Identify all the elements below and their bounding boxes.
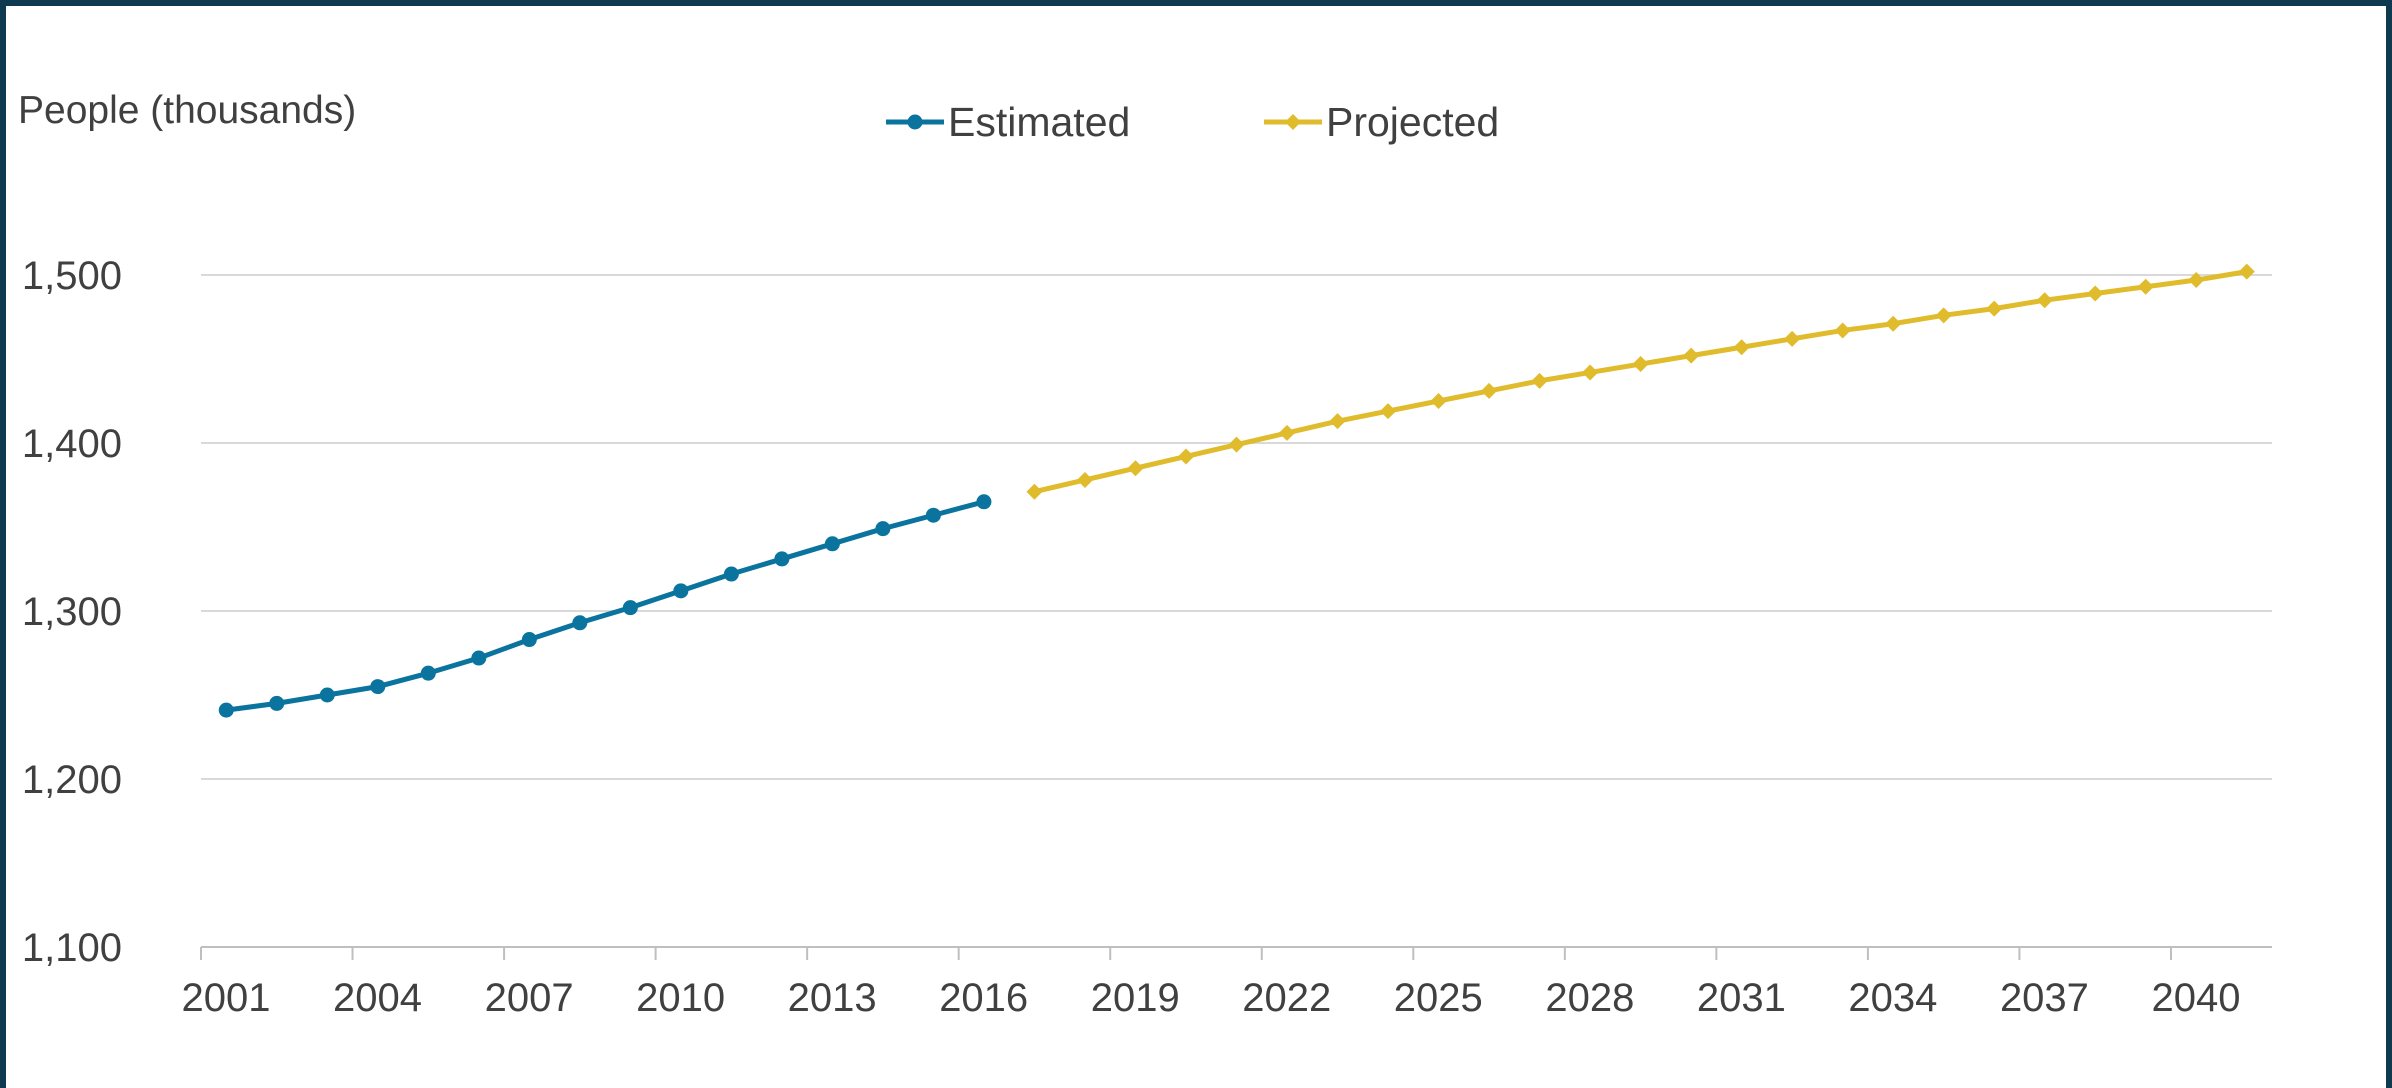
data-point-estimated (471, 650, 487, 666)
data-point-projected (1834, 322, 1851, 339)
series-line-estimated (225, 499, 985, 713)
data-point-projected (1733, 339, 1750, 356)
data-point-projected (1935, 307, 1952, 324)
data-point-estimated (673, 583, 689, 599)
x-tick-label: 2034 (1848, 976, 1937, 1020)
data-point-estimated (319, 687, 335, 703)
series-projected (1026, 263, 2255, 500)
data-point-estimated (622, 600, 638, 616)
x-tick-label: 2016 (939, 976, 1028, 1020)
x-tick-label: 2010 (636, 976, 725, 1020)
x-axis-tick-labels: 2001 2004 2007 2010 2013 2016 2019 2022 2025 2028… (182, 976, 2241, 1020)
x-tick-label: 2004 (333, 976, 422, 1020)
data-point-estimated (723, 566, 739, 582)
data-point-projected (1784, 330, 1801, 347)
legend-item-projected: Projected (1264, 99, 1499, 145)
data-point-estimated (521, 632, 537, 648)
data-point-projected (1481, 382, 1498, 399)
legend: Estimated Projected (886, 99, 1499, 145)
legend-item-estimated: Estimated (886, 99, 1130, 145)
data-point-estimated (218, 702, 234, 718)
data-point-projected (1177, 448, 1194, 465)
y-tick-label: 1,100 (22, 926, 122, 970)
data-point-projected (1885, 315, 1902, 332)
x-axis (200, 946, 2272, 960)
data-point-estimated (774, 551, 790, 567)
data-point-projected (1683, 347, 1700, 364)
data-point-projected (2137, 278, 2154, 295)
data-point-estimated (976, 494, 992, 510)
data-point-projected (1430, 393, 1447, 409)
data-point-estimated (269, 695, 285, 711)
chart-frame: People (thousands) Estimated Projected 1,… (6, 6, 2386, 1088)
y-axis-tick-labels: 1,100 1,200 1,300 1,400 1,500 (22, 254, 122, 970)
x-tick-label: 2037 (2000, 976, 2089, 1020)
data-point-projected (2238, 263, 2255, 280)
legend-label: Projected (1326, 99, 1499, 145)
legend-swatch-marker (907, 114, 923, 130)
x-tick-label: 2007 (485, 976, 574, 1020)
data-point-estimated (420, 665, 436, 681)
data-point-projected (2087, 285, 2104, 302)
x-tick-label: 2013 (788, 976, 877, 1020)
data-point-estimated (824, 536, 840, 552)
data-point-projected (2188, 272, 2205, 289)
data-point-projected (1329, 413, 1346, 430)
x-tick-label: 2022 (1242, 976, 1331, 1020)
data-point-projected (1127, 460, 1144, 477)
data-point-projected (1026, 483, 1043, 500)
data-point-projected (1228, 436, 1245, 453)
x-tick-label: 2031 (1697, 976, 1786, 1020)
series-line-projected (1033, 269, 2248, 495)
y-tick-label: 1,200 (22, 758, 122, 802)
data-point-projected (1076, 471, 1093, 488)
data-point-estimated (875, 521, 891, 537)
series-layer (218, 263, 2255, 718)
y-tick-label: 1,400 (22, 422, 122, 466)
data-point-estimated (572, 615, 588, 631)
y-axis-title: People (thousands) (18, 89, 356, 132)
x-tick-label: 2019 (1091, 976, 1180, 1020)
data-point-projected (1380, 403, 1397, 420)
data-point-projected (1582, 364, 1599, 381)
series-estimated (218, 494, 992, 718)
x-tick-label: 2040 (2151, 976, 2240, 1020)
x-tick-label: 2001 (182, 976, 271, 1020)
data-point-projected (1279, 424, 1296, 441)
x-tick-label: 2025 (1394, 976, 1483, 1020)
data-point-projected (1531, 372, 1548, 389)
x-tick-label: 2028 (1545, 976, 1634, 1020)
data-point-projected (1986, 300, 2003, 317)
y-tick-label: 1,300 (22, 590, 122, 634)
data-point-estimated (925, 507, 941, 523)
data-point-projected (1632, 356, 1649, 373)
line-chart: People (thousands) Estimated Projected 1,… (18, 89, 2272, 1020)
legend-label: Estimated (948, 99, 1130, 145)
legend-swatch-marker (1285, 114, 1301, 130)
data-point-projected (2036, 292, 2053, 309)
gridlines (201, 274, 2272, 780)
data-point-estimated (370, 679, 386, 695)
y-tick-label: 1,500 (22, 254, 122, 298)
